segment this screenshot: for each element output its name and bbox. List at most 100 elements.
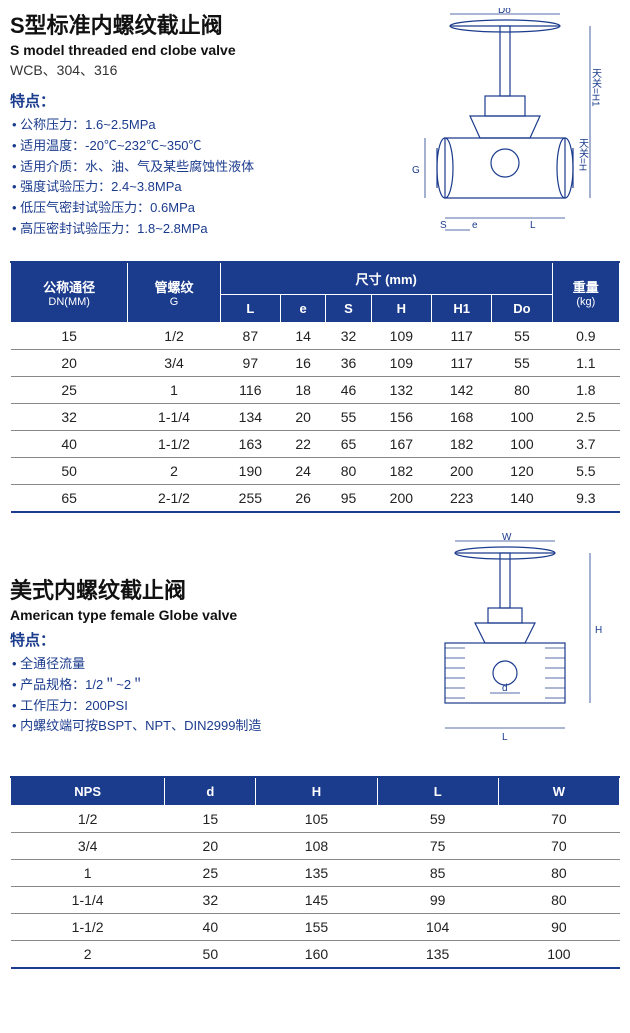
cell-d: 15 bbox=[165, 806, 256, 833]
cell-H: 132 bbox=[371, 377, 431, 404]
cell-L: 87 bbox=[220, 323, 280, 350]
cell-dn: 50 bbox=[11, 458, 128, 485]
cell-wt: 9.3 bbox=[552, 485, 619, 513]
svg-text:天关=H1: 天关=H1 bbox=[590, 68, 602, 107]
svg-text:G: G bbox=[412, 165, 420, 176]
cell-H1: 142 bbox=[432, 377, 492, 404]
spec-table-2: NPS d H L W 1/21510559703/42010875701251… bbox=[10, 776, 620, 969]
cell-L: 134 bbox=[220, 404, 280, 431]
cell-S: 36 bbox=[326, 350, 371, 377]
cell-W: 80 bbox=[498, 887, 619, 914]
table-row: 321-1/413420551561681002.5 bbox=[11, 404, 620, 431]
cell-NPS: 2 bbox=[11, 941, 165, 969]
svg-text:H: H bbox=[595, 625, 602, 636]
cell-L: 59 bbox=[377, 806, 498, 833]
cell-e: 26 bbox=[281, 485, 326, 513]
feature-item: 适用介质：水、油、气及某些腐蚀性液体 bbox=[12, 157, 390, 178]
svg-text:L: L bbox=[502, 732, 508, 743]
cell-H: 160 bbox=[256, 941, 377, 969]
cell-e: 20 bbox=[281, 404, 326, 431]
cell-H: 155 bbox=[256, 914, 377, 941]
cell-NPS: 1-1/4 bbox=[11, 887, 165, 914]
cell-dn: 40 bbox=[11, 431, 128, 458]
cell-H: 109 bbox=[371, 323, 431, 350]
feature-item: 工作压力：200PSI bbox=[12, 696, 390, 717]
cell-dn: 20 bbox=[11, 350, 128, 377]
cell-S: 46 bbox=[326, 377, 371, 404]
cell-L: 99 bbox=[377, 887, 498, 914]
table-row: 2511161846132142801.8 bbox=[11, 377, 620, 404]
cell-S: 55 bbox=[326, 404, 371, 431]
cell-e: 18 bbox=[281, 377, 326, 404]
table-row: 401-1/216322651671821003.7 bbox=[11, 431, 620, 458]
cell-wt: 0.9 bbox=[552, 323, 619, 350]
table-row: 1/2151055970 bbox=[11, 806, 620, 833]
col-g: 管螺纹G bbox=[128, 262, 220, 323]
cell-d: 50 bbox=[165, 941, 256, 969]
cell-g: 2-1/2 bbox=[128, 485, 220, 513]
feature-item: 低压气密封试验压力：0.6MPa bbox=[12, 198, 390, 219]
col-Do: Do bbox=[492, 295, 552, 323]
cell-e: 22 bbox=[281, 431, 326, 458]
table-row: 50219024801822001205.5 bbox=[11, 458, 620, 485]
cell-L: 104 bbox=[377, 914, 498, 941]
col-dn: 公称通径DN(MM) bbox=[11, 262, 128, 323]
cell-L: 255 bbox=[220, 485, 280, 513]
col-L2: L bbox=[377, 777, 498, 806]
features-label-2: 特点： bbox=[10, 629, 390, 650]
col-H1: H1 bbox=[432, 295, 492, 323]
cell-NPS: 1/2 bbox=[11, 806, 165, 833]
cell-d: 32 bbox=[165, 887, 256, 914]
table-row: 151/2871432109117550.9 bbox=[11, 323, 620, 350]
cell-Do: 55 bbox=[492, 323, 552, 350]
cell-wt: 5.5 bbox=[552, 458, 619, 485]
cell-g: 3/4 bbox=[128, 350, 220, 377]
table-row: 1251358580 bbox=[11, 860, 620, 887]
cell-H1: 200 bbox=[432, 458, 492, 485]
cell-Do: 100 bbox=[492, 404, 552, 431]
cell-H1: 117 bbox=[432, 350, 492, 377]
cell-H: 105 bbox=[256, 806, 377, 833]
col-W: W bbox=[498, 777, 619, 806]
cell-Do: 100 bbox=[492, 431, 552, 458]
cell-d: 40 bbox=[165, 914, 256, 941]
svg-text:S: S bbox=[440, 220, 447, 231]
col-wt: 重量(kg) bbox=[552, 262, 619, 323]
cell-S: 80 bbox=[326, 458, 371, 485]
cell-e: 16 bbox=[281, 350, 326, 377]
cell-H: 145 bbox=[256, 887, 377, 914]
cell-W: 70 bbox=[498, 833, 619, 860]
feature-item: 内螺纹端可按BSPT、NPT、DIN2999制造 bbox=[12, 716, 390, 737]
features-list-2: 全通径流量 产品规格：1/2＂~2＂ 工作压力：200PSI 内螺纹端可按BSP… bbox=[10, 654, 390, 737]
svg-text:d: d bbox=[502, 683, 508, 694]
cell-dn: 25 bbox=[11, 377, 128, 404]
cell-dn: 32 bbox=[11, 404, 128, 431]
svg-text:天关=H: 天关=H bbox=[577, 138, 589, 171]
cell-H: 167 bbox=[371, 431, 431, 458]
materials-1: WCB、304、316 bbox=[10, 60, 390, 80]
col-S: S bbox=[326, 295, 371, 323]
spec-table-1: 公称通径DN(MM) 管螺纹G 尺寸 (mm) 重量(kg) L e S H H… bbox=[10, 261, 620, 513]
cell-S: 65 bbox=[326, 431, 371, 458]
cell-H: 135 bbox=[256, 860, 377, 887]
cell-S: 95 bbox=[326, 485, 371, 513]
cell-Do: 55 bbox=[492, 350, 552, 377]
feature-item: 适用温度：-20℃~232℃~350℃ bbox=[12, 136, 390, 157]
table-row: 203/4971636109117551.1 bbox=[11, 350, 620, 377]
title-en-2: American type female Globe valve bbox=[10, 607, 390, 623]
cell-g: 1/2 bbox=[128, 323, 220, 350]
cell-W: 70 bbox=[498, 806, 619, 833]
cell-Do: 80 bbox=[492, 377, 552, 404]
feature-item: 产品规格：1/2＂~2＂ bbox=[12, 675, 390, 696]
cell-H1: 117 bbox=[432, 323, 492, 350]
cell-e: 14 bbox=[281, 323, 326, 350]
col-dim: 尺寸 (mm) bbox=[220, 262, 552, 295]
col-H2: H bbox=[256, 777, 377, 806]
cell-d: 20 bbox=[165, 833, 256, 860]
cell-H: 109 bbox=[371, 350, 431, 377]
feature-item: 全通径流量 bbox=[12, 654, 390, 675]
cell-L: 163 bbox=[220, 431, 280, 458]
cell-NPS: 1 bbox=[11, 860, 165, 887]
section-s-model: S型标准内螺纹截止阀 S model threaded end clobe va… bbox=[10, 8, 620, 513]
cell-L: 190 bbox=[220, 458, 280, 485]
